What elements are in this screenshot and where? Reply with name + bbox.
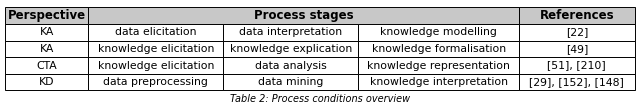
Text: data elicitation: data elicitation xyxy=(115,27,196,37)
Text: data mining: data mining xyxy=(258,77,323,87)
Text: data preprocessing: data preprocessing xyxy=(103,77,208,87)
Bar xyxy=(223,74,358,90)
Text: data interpretation: data interpretation xyxy=(239,27,342,37)
Text: KA: KA xyxy=(40,44,54,54)
Text: knowledge elicitation: knowledge elicitation xyxy=(97,61,214,71)
Bar xyxy=(5,41,88,57)
Text: knowledge explication: knowledge explication xyxy=(230,44,352,54)
Bar xyxy=(519,57,635,74)
Text: References: References xyxy=(540,9,614,22)
Text: knowledge formalisation: knowledge formalisation xyxy=(371,44,506,54)
Text: knowledge interpretation: knowledge interpretation xyxy=(369,77,508,87)
Bar xyxy=(519,7,635,24)
Text: data analysis: data analysis xyxy=(255,61,326,71)
Text: Table 2: Process conditions overview: Table 2: Process conditions overview xyxy=(230,94,410,104)
Text: [29], [152], [148]: [29], [152], [148] xyxy=(529,77,624,87)
Bar xyxy=(88,24,223,41)
Text: CTA: CTA xyxy=(36,61,57,71)
Bar xyxy=(5,57,88,74)
Text: [51], [210]: [51], [210] xyxy=(547,61,606,71)
Bar xyxy=(5,7,88,24)
Text: KA: KA xyxy=(40,27,54,37)
Bar xyxy=(88,57,223,74)
Bar xyxy=(223,24,358,41)
Bar xyxy=(519,74,635,90)
Bar xyxy=(223,41,358,57)
Bar xyxy=(223,57,358,74)
Bar xyxy=(88,7,519,24)
Bar xyxy=(88,41,223,57)
Bar xyxy=(358,74,519,90)
Text: KD: KD xyxy=(39,77,54,87)
Bar xyxy=(5,24,88,41)
Text: knowledge representation: knowledge representation xyxy=(367,61,510,71)
Bar xyxy=(519,41,635,57)
Bar xyxy=(358,41,519,57)
Text: knowledge modelling: knowledge modelling xyxy=(380,27,497,37)
Bar xyxy=(358,57,519,74)
Text: [49]: [49] xyxy=(566,44,588,54)
Text: Perspective: Perspective xyxy=(8,9,86,22)
Bar xyxy=(88,74,223,90)
Text: Process stages: Process stages xyxy=(253,9,353,22)
Bar xyxy=(358,24,519,41)
Bar xyxy=(5,74,88,90)
Text: [22]: [22] xyxy=(566,27,588,37)
Bar xyxy=(519,24,635,41)
Text: knowledge elicitation: knowledge elicitation xyxy=(97,44,214,54)
